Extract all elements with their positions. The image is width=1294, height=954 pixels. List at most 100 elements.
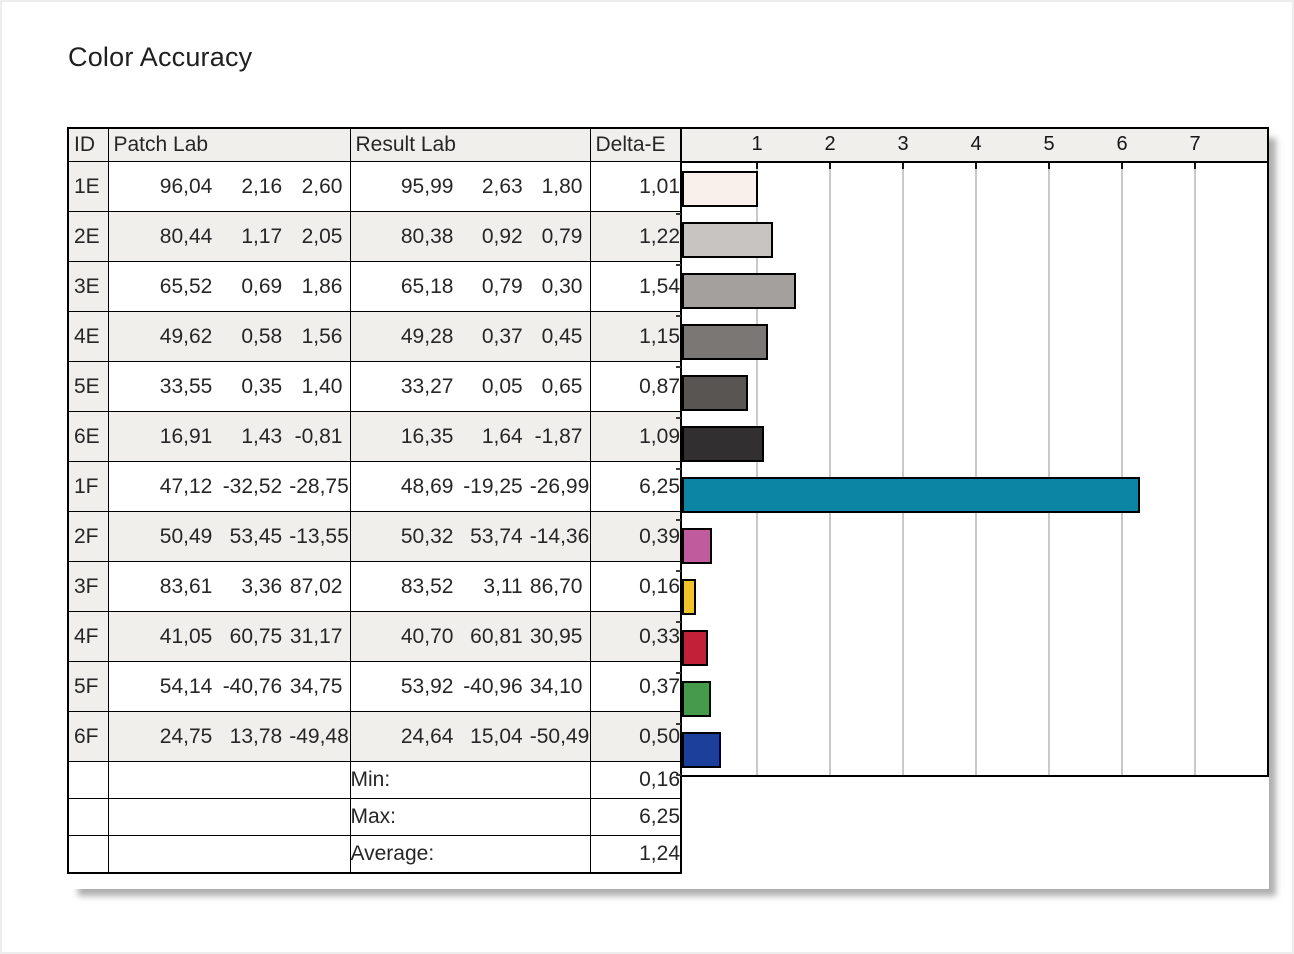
color-accuracy-panel: ID Patch Lab Result Lab Delta-E 1E 96,04… xyxy=(67,127,1269,889)
gridline xyxy=(756,163,758,775)
cell-patch: 65,52 0,69 1,86 xyxy=(107,261,351,312)
delta-bar xyxy=(682,272,796,309)
patch-value: 50,49 xyxy=(159,524,213,548)
table-row: 6E 16,91 1,43 -0,81 16,35 1,64 -1,87 1,09 xyxy=(67,411,681,462)
cell-id: 4F xyxy=(67,611,109,662)
cell-id: 4E xyxy=(67,311,109,362)
gridline xyxy=(975,163,977,775)
patch-value: 1,56 xyxy=(301,324,343,348)
result-value: 2,63 xyxy=(481,174,523,198)
axis-tick-label: 3 xyxy=(897,133,909,155)
table-row: 4F 41,05 60,75 31,17 40,70 60,81 30,95 0,33 xyxy=(67,611,681,662)
result-value: 33,27 xyxy=(400,374,454,398)
delta-bar xyxy=(682,527,712,564)
chart-row xyxy=(676,265,1267,317)
table-header: ID Patch Lab Result Lab Delta-E xyxy=(67,127,681,162)
axis-tick-label: 5 xyxy=(1043,133,1055,155)
patch-value: 16,91 xyxy=(159,424,213,448)
cell-result: 49,28 0,37 0,45 xyxy=(349,311,591,362)
cell-result: 53,92 -40,96 34,10 xyxy=(349,661,591,712)
chart-row xyxy=(676,520,1267,572)
result-value: 0,92 xyxy=(481,224,523,248)
result-value: -50,49 xyxy=(529,724,590,748)
cell-delta: 0,39 xyxy=(589,511,681,562)
result-value: 0,05 xyxy=(481,374,523,398)
chart-row xyxy=(676,316,1267,368)
patch-value: 0,58 xyxy=(241,324,283,348)
patch-value: 80,44 xyxy=(159,224,213,248)
result-value: 53,92 xyxy=(400,674,454,698)
gridline xyxy=(829,163,831,775)
patch-value: 47,12 xyxy=(159,474,213,498)
cell-delta: 0,16 xyxy=(589,561,681,612)
result-value: 0,45 xyxy=(541,324,583,348)
result-value: 86,70 xyxy=(529,574,583,598)
cell-delta: 0,33 xyxy=(589,611,681,662)
result-value: 34,10 xyxy=(529,674,583,698)
cell-id: 5E xyxy=(67,361,109,412)
axis-tick xyxy=(1194,163,1196,169)
patch-value: 1,43 xyxy=(241,424,283,448)
cell-patch-empty xyxy=(107,798,351,836)
patch-value: -0,81 xyxy=(294,424,343,448)
patch-value: 2,16 xyxy=(241,174,283,198)
result-value: 24,64 xyxy=(400,724,454,748)
cell-patch: 80,44 1,17 2,05 xyxy=(107,211,351,262)
axis-tick xyxy=(902,163,904,169)
cell-id: 6E xyxy=(67,411,109,462)
axis-tick xyxy=(829,163,831,169)
delta-bar xyxy=(682,425,764,462)
header-result-lab: Result Lab xyxy=(349,127,591,162)
cell-id-empty xyxy=(67,835,109,874)
result-value: 0,79 xyxy=(481,274,523,298)
patch-value: 0,69 xyxy=(241,274,283,298)
result-value: 1,80 xyxy=(541,174,583,198)
cell-result: 65,18 0,79 0,30 xyxy=(349,261,591,312)
summary-label: Average: xyxy=(349,835,591,874)
delta-bar xyxy=(682,221,773,258)
summary-label: Min: xyxy=(349,761,591,799)
result-value: 50,32 xyxy=(400,524,454,548)
summary-row: Min: 0,16 xyxy=(67,761,681,799)
cell-delta: 1,09 xyxy=(589,411,681,462)
cell-delta: 1,22 xyxy=(589,211,681,262)
table-row: 3E 65,52 0,69 1,86 65,18 0,79 0,30 1,54 xyxy=(67,261,681,312)
cell-delta: 0,50 xyxy=(589,711,681,762)
delta-bar xyxy=(682,680,711,717)
table-row: 3F 83,61 3,36 87,02 83,52 3,11 86,70 0,16 xyxy=(67,561,681,612)
cell-id: 3E xyxy=(67,261,109,312)
patch-value: -40,76 xyxy=(222,674,283,698)
result-value: 0,30 xyxy=(541,274,583,298)
cell-result: 24,64 15,04 -50,49 xyxy=(349,711,591,762)
patch-value: 2,60 xyxy=(301,174,343,198)
patch-value: -32,52 xyxy=(222,474,283,498)
patch-value: -28,75 xyxy=(289,474,349,498)
patch-value: 49,62 xyxy=(159,324,213,348)
cell-id: 6F xyxy=(67,711,109,762)
table-row: 4E 49,62 0,58 1,56 49,28 0,37 0,45 1,15 xyxy=(67,311,681,362)
chart-row xyxy=(676,469,1267,521)
patch-value: 54,14 xyxy=(159,674,213,698)
delta-bar xyxy=(682,629,708,666)
patch-value: 60,75 xyxy=(229,624,283,648)
cell-result: 50,32 53,74 -14,36 xyxy=(349,511,591,562)
header-patch-lab: Patch Lab xyxy=(107,127,351,162)
delta-bar xyxy=(682,731,721,768)
cell-patch: 33,55 0,35 1,40 xyxy=(107,361,351,412)
table-row: 6F 24,75 13,78 -49,48 24,64 15,04 -50,49 0,5… xyxy=(67,711,681,762)
result-value: 40,70 xyxy=(400,624,454,648)
chart-row xyxy=(676,571,1267,623)
chart-row xyxy=(676,673,1267,725)
patch-value: 87,02 xyxy=(289,574,343,598)
color-accuracy-table: ID Patch Lab Result Lab Delta-E 1E 96,04… xyxy=(67,127,682,874)
cell-patch: 50,49 53,45 -13,55 xyxy=(107,511,351,562)
cell-patch: 16,91 1,43 -0,81 xyxy=(107,411,351,462)
page-title: Color Accuracy xyxy=(68,42,253,72)
chart-row xyxy=(676,418,1267,470)
chart-row xyxy=(676,163,1267,215)
patch-value: 3,36 xyxy=(241,574,283,598)
summary-value: 1,24 xyxy=(589,835,681,874)
table-row: 5E 33,55 0,35 1,40 33,27 0,05 0,65 0,87 xyxy=(67,361,681,412)
patch-value: 83,61 xyxy=(159,574,213,598)
result-value: 48,69 xyxy=(400,474,454,498)
